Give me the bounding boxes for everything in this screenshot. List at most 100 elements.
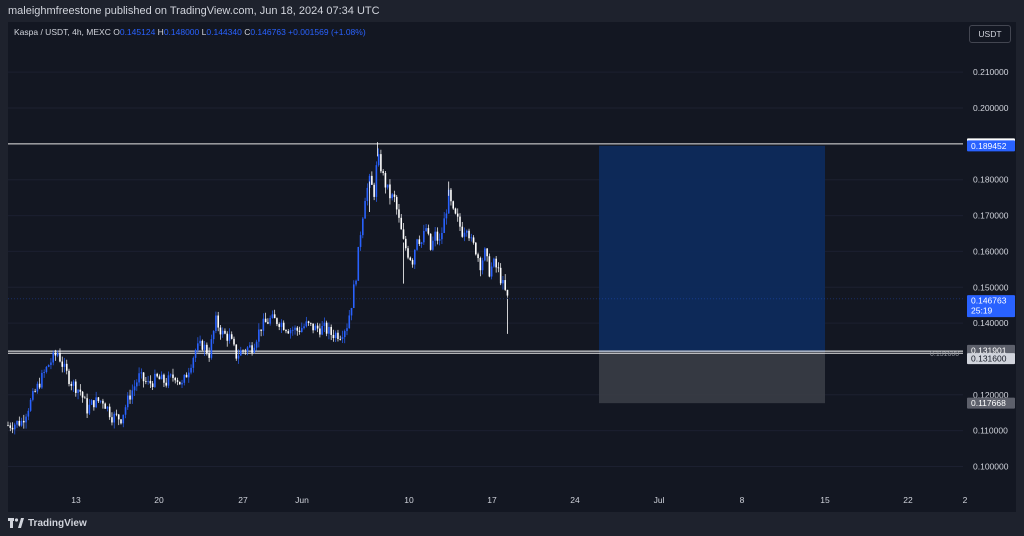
price-axis-label: 0.180000 <box>973 175 1009 185</box>
candle <box>235 344 238 361</box>
candle-body <box>438 239 441 241</box>
candle <box>468 228 470 242</box>
candle <box>95 391 97 409</box>
candle <box>142 372 145 388</box>
candle-body <box>90 400 93 405</box>
candle-body <box>72 381 75 386</box>
candle-body <box>380 154 382 172</box>
candle-body <box>305 321 308 327</box>
candle <box>81 390 84 403</box>
candle-body <box>391 194 393 199</box>
candle-body <box>364 200 366 219</box>
candle <box>402 222 405 240</box>
candle <box>346 323 348 336</box>
last-price-tag-countdown: 25:19 <box>971 306 993 316</box>
candle <box>138 367 140 386</box>
candle-body <box>178 381 181 385</box>
candle <box>414 249 416 269</box>
candle-body <box>303 326 305 329</box>
time-axis-label: 17 <box>487 495 497 505</box>
candle-body <box>38 383 41 388</box>
candle <box>56 350 59 358</box>
candle <box>140 368 143 379</box>
candle <box>251 342 253 356</box>
candle-body <box>447 189 450 214</box>
candle <box>181 379 183 388</box>
candle-body <box>29 399 32 411</box>
candle <box>45 366 48 374</box>
candle-body <box>339 338 342 340</box>
candle <box>199 335 201 347</box>
candle-body <box>314 325 317 331</box>
candle <box>174 376 177 384</box>
candle-body <box>375 165 378 197</box>
candle-body <box>246 347 249 352</box>
candle-body <box>452 201 455 209</box>
candle <box>149 375 152 389</box>
candle-body <box>337 332 339 339</box>
candle <box>364 197 366 219</box>
candle <box>285 329 287 334</box>
candle-body <box>477 254 479 259</box>
candle-body <box>400 217 403 230</box>
candle <box>486 247 488 262</box>
tradingview-logo-icon <box>8 518 24 528</box>
candle-body <box>36 383 39 392</box>
candle <box>63 357 66 373</box>
candle-body <box>129 395 131 400</box>
candle <box>90 399 93 405</box>
tradingview-brand[interactable]: TradingView <box>8 517 87 529</box>
candle-body <box>13 424 16 430</box>
candle-body <box>126 395 129 408</box>
candle-body <box>328 326 330 334</box>
candle <box>298 326 301 335</box>
candle-body <box>461 226 464 237</box>
candle <box>307 320 310 326</box>
candle <box>11 422 14 434</box>
candle <box>380 149 382 174</box>
candle-body <box>330 326 332 335</box>
candle <box>192 356 195 373</box>
candle <box>328 322 330 340</box>
candle-body <box>75 381 77 393</box>
candle <box>237 349 240 364</box>
candle-body <box>251 345 253 353</box>
candle-body <box>242 350 244 352</box>
candle <box>441 227 443 244</box>
price-axis-label: 0.100000 <box>973 461 1009 471</box>
candle-body <box>106 406 109 409</box>
candle-body <box>465 230 468 233</box>
candle <box>212 330 215 344</box>
candle <box>289 328 292 339</box>
candle <box>163 373 165 387</box>
candle-body <box>79 389 82 392</box>
candle <box>502 275 504 290</box>
candle <box>373 182 375 201</box>
candle-body <box>131 390 134 400</box>
candle-body <box>16 420 18 425</box>
candle <box>481 257 484 275</box>
candle-body <box>395 196 398 210</box>
candle <box>111 412 113 426</box>
candle <box>29 398 32 412</box>
footer-bar <box>0 512 1024 536</box>
candle <box>470 233 473 242</box>
candle-body <box>99 400 102 402</box>
candle <box>93 400 95 411</box>
candle <box>260 329 262 337</box>
candle <box>269 315 271 326</box>
candle-body <box>102 400 104 404</box>
hline-inline-label: 0.131600 <box>930 351 959 358</box>
candle-body <box>502 280 504 284</box>
candle-body <box>366 187 369 201</box>
candle-body <box>172 374 174 378</box>
target-price-tag: 0.189452 <box>967 140 1015 152</box>
candle-body <box>454 208 457 214</box>
candle-body <box>120 419 122 424</box>
candle-body <box>411 260 414 265</box>
candle-body <box>237 355 240 359</box>
candle-body <box>350 307 353 316</box>
currency-button[interactable]: USDT <box>969 25 1011 43</box>
candle <box>147 375 149 385</box>
